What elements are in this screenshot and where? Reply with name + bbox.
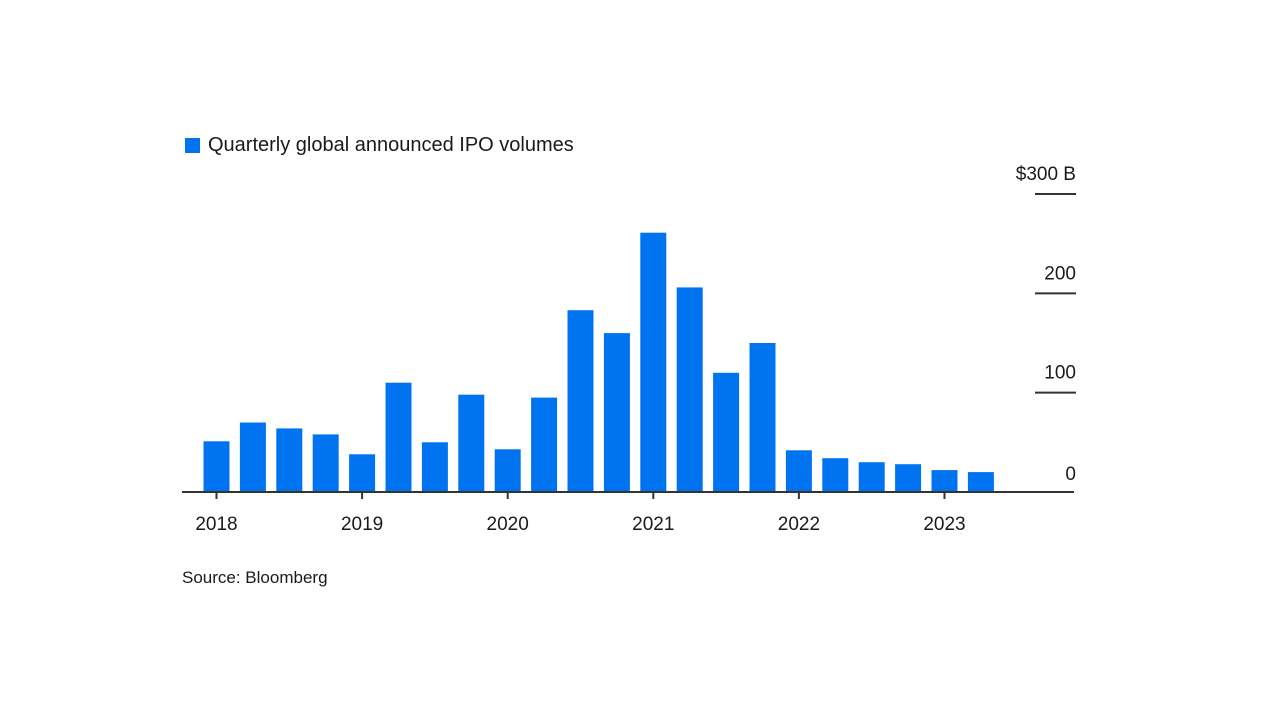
x-tick-label-2018: 2018 xyxy=(195,514,237,535)
legend-swatch xyxy=(185,137,200,153)
bar-2018-q3 xyxy=(276,428,303,492)
y-tick-label-200: 200 xyxy=(1044,263,1076,284)
y-tick-label-100: 100 xyxy=(1044,363,1076,384)
x-tick-label-2022: 2022 xyxy=(778,514,820,535)
bar-2022-q1 xyxy=(785,450,812,492)
bar-2023-q2 xyxy=(967,472,994,492)
x-tick-label-2020: 2020 xyxy=(487,514,529,535)
bar-2020-q2 xyxy=(531,397,558,492)
bar-2023-q1 xyxy=(931,470,958,492)
y-tick-label-0: 0 xyxy=(1065,464,1076,485)
bar-2021-q2 xyxy=(676,287,703,492)
bar-2020-q3 xyxy=(567,310,594,492)
bar-2021-q3 xyxy=(713,372,740,492)
legend: Quarterly global announced IPO volumes xyxy=(185,133,574,157)
bar-2018-q2 xyxy=(239,422,266,492)
x-tick-label-2021: 2021 xyxy=(632,514,674,535)
bar-2019-q2 xyxy=(385,382,412,492)
bar-2019-q4 xyxy=(458,394,485,492)
bar-2020-q1 xyxy=(494,449,521,492)
source-note: Source: Bloomberg xyxy=(182,568,328,587)
y-tick-label-300: $300 B xyxy=(1016,164,1076,185)
bar-2018-q4 xyxy=(312,434,339,492)
legend-label: Quarterly global announced IPO volumes xyxy=(208,134,574,156)
bar-2018-q1 xyxy=(203,441,230,492)
bar-2022-q2 xyxy=(822,458,849,492)
x-tick-label-2019: 2019 xyxy=(341,514,383,535)
bar-2021-q1 xyxy=(640,232,667,492)
bar-2019-q1 xyxy=(349,454,376,492)
bar-2019-q3 xyxy=(421,442,448,492)
bar-2021-q4 xyxy=(749,343,776,492)
bar-2020-q4 xyxy=(603,333,630,492)
x-tick-label-2023: 2023 xyxy=(923,514,965,535)
bar-2022-q4 xyxy=(895,464,922,492)
bar-2022-q3 xyxy=(858,462,885,492)
